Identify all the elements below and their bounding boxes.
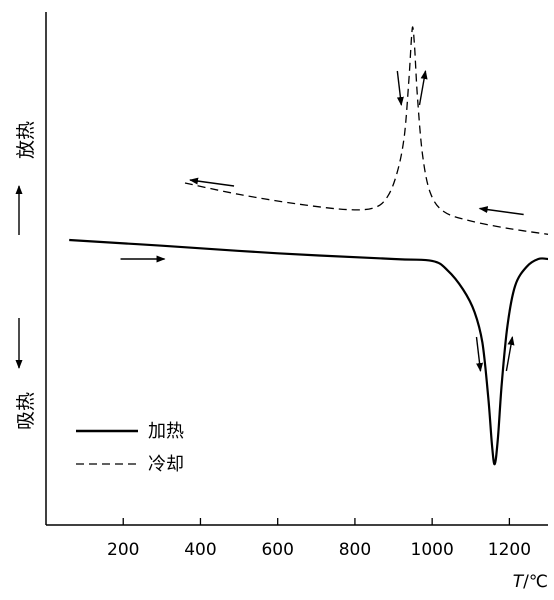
- legend-label-heating: 加热: [148, 421, 184, 442]
- x-axis-label: T/℃: [513, 572, 548, 592]
- arrow-up-icon: [418, 70, 428, 106]
- legend-label-cooling: 冷却: [148, 454, 184, 475]
- y-label-endotherm-text: 吸热: [15, 392, 37, 430]
- axes: [45, 12, 548, 526]
- x-tick-label: 200: [107, 540, 139, 560]
- arrow-up-icon: [505, 336, 515, 372]
- y-label-endotherm: 吸热: [15, 318, 37, 430]
- x-axis-label-unit: /℃: [523, 572, 548, 592]
- x-ticks: 200 400 600 800 1000 1200: [107, 518, 531, 560]
- y-label-exotherm-text: 放热: [15, 121, 37, 159]
- x-tick-label: 400: [184, 540, 216, 560]
- x-tick-label: 1200: [488, 540, 531, 560]
- x-axis-label-symbol: T: [513, 572, 525, 592]
- legend: 加热 冷却: [76, 421, 184, 475]
- series-line-cooling: [184, 26, 549, 235]
- arrow-down-icon: [396, 70, 404, 106]
- arrow-left-icon: [189, 177, 235, 187]
- arrow-left-icon: [478, 206, 524, 216]
- arrow-down-icon: [475, 336, 484, 372]
- y-label-exotherm: 放热: [15, 121, 37, 235]
- series-line-heating: [69, 238, 549, 466]
- x-tick-label: 800: [339, 540, 371, 560]
- x-tick-label: 600: [261, 540, 293, 560]
- direction-arrows: [120, 70, 524, 372]
- x-tick-label: 1000: [411, 540, 454, 560]
- series-layer: [69, 26, 549, 466]
